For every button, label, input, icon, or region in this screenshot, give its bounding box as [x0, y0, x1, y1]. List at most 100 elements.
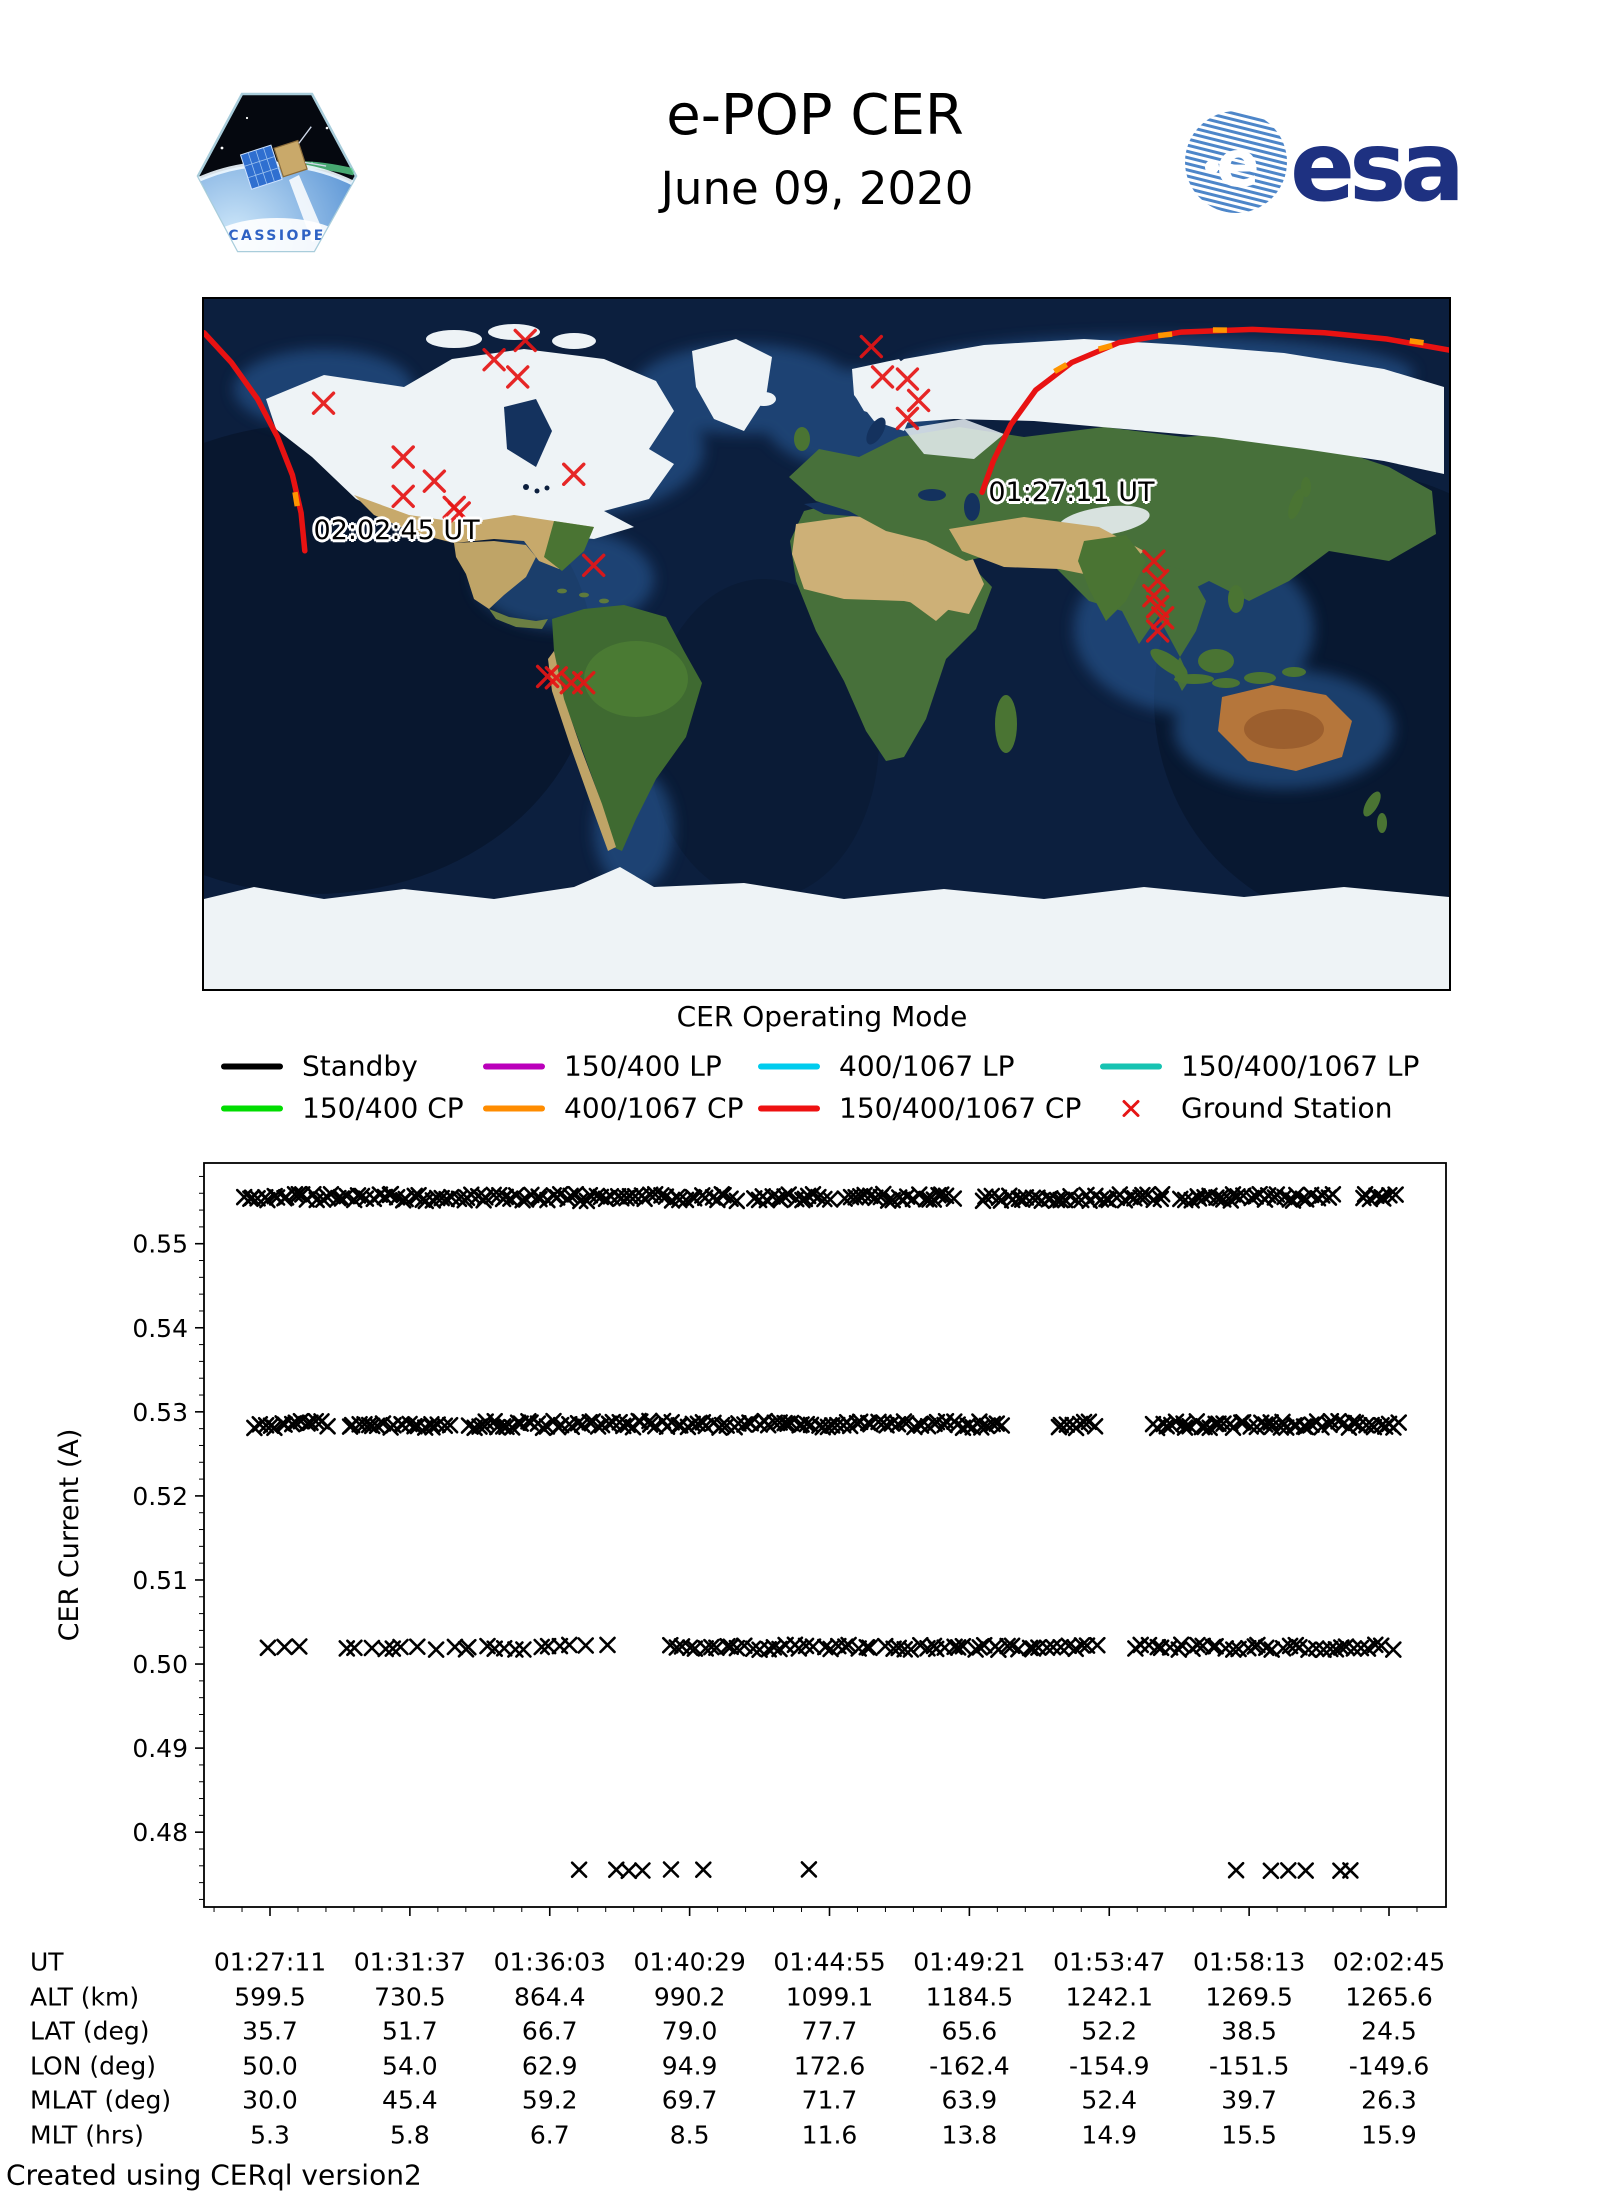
world-basemap — [204, 299, 1449, 989]
table-row-header: LAT (deg) — [30, 2016, 150, 2046]
esa-globe-letter: e — [1216, 128, 1259, 202]
legend-entry-label: Ground Station — [1181, 1091, 1393, 1125]
table-cell: 63.9 — [941, 2085, 998, 2115]
ground-station-marker — [1145, 595, 1170, 619]
cer-current-chart: 0.55 0.54 0.53 0.52 0.51 0.50 0.49 0.48 CER Curr… — [54, 1162, 1447, 1916]
legend-line-swatch — [221, 1105, 283, 1111]
table-cell: 38.5 — [1221, 2016, 1277, 2046]
world-map: 01:27:11 UT 02:02:45 UT — [202, 297, 1451, 991]
table-cell: 5.3 — [250, 2120, 290, 2150]
ground-station-marker — [447, 501, 471, 525]
ground-station-marker — [311, 391, 336, 415]
y-tick-label: 0.49 — [132, 1734, 188, 1763]
legend-entry-standby: Standby — [221, 1050, 418, 1083]
y-tick-label: 0.48 — [132, 1818, 188, 1847]
table-cell: -162.4 — [929, 2051, 1010, 2081]
table-cell: 50.0 — [242, 2051, 298, 2081]
table-cell: 5.8 — [389, 2120, 430, 2150]
table-cell: 01:36:03 — [493, 1947, 606, 1977]
table-cell: 30.0 — [242, 2085, 298, 2115]
table-cell: 1099.1 — [785, 1982, 874, 2012]
table-cell: 66.7 — [521, 2016, 578, 2046]
table-cell: 26.3 — [1361, 2085, 1417, 2115]
table-cell: 864.4 — [513, 1982, 586, 2012]
table-cell: 730.5 — [374, 1982, 446, 2012]
y-tick-label: 0.52 — [132, 1482, 188, 1511]
y-tick-label: 0.51 — [132, 1566, 188, 1595]
plot-frame — [203, 1162, 1447, 1908]
ground-station-marker — [906, 388, 931, 413]
mode-change-dash — [1097, 342, 1113, 352]
legend-entry-150-400-lp: 150/400 LP — [483, 1050, 722, 1083]
table-cell: 8.5 — [669, 2120, 710, 2150]
y-tick-label: 0.54 — [132, 1314, 188, 1343]
ground-station-marker — [562, 462, 586, 486]
table-row-header: MLAT (deg) — [30, 2085, 172, 2115]
table-cell: 77.7 — [801, 2016, 858, 2046]
esa-logo: e esa — [1185, 111, 1465, 223]
table-cell: 15.9 — [1361, 2120, 1417, 2150]
ground-station-marker — [859, 334, 884, 359]
table-cell: -151.5 — [1208, 2051, 1290, 2081]
mode-change-dash — [1409, 338, 1424, 346]
table-cell: 65.6 — [941, 2016, 998, 2046]
y-axis-label: CER Current (A) — [54, 1429, 85, 1642]
table-cell: 1265.6 — [1345, 1982, 1433, 2012]
table-cell: 172.6 — [793, 2051, 866, 2081]
table-row-header: ALT (km) — [30, 1982, 140, 2012]
ground-station-marker — [870, 365, 895, 389]
legend-line-swatch — [483, 1063, 545, 1069]
page-date: June 09, 2020 — [660, 162, 974, 215]
table-cell: 13.8 — [941, 2120, 998, 2150]
table-cell: 52.4 — [1081, 2085, 1138, 2115]
table-cell: 52.2 — [1081, 2016, 1138, 2046]
patch-label: CASSIOPE — [228, 228, 326, 244]
table-cell: 94.9 — [661, 2051, 718, 2081]
ground-station-marker — [572, 670, 596, 695]
ground-station-marker — [506, 365, 530, 389]
table-cell: 02:02:45 — [1332, 1947, 1446, 1977]
legend-line-swatch — [758, 1063, 820, 1069]
cassiope-mission-patch: CASSIOPE — [196, 92, 358, 253]
table-cell: 14.9 — [1081, 2120, 1138, 2150]
ground-station-marker — [422, 469, 447, 493]
table-cell: 6.7 — [529, 2120, 570, 2150]
table-cell: 45.4 — [382, 2085, 438, 2115]
table-cell: -149.6 — [1348, 2051, 1430, 2081]
y-tick-label: 0.53 — [132, 1398, 188, 1427]
table-cell: -154.9 — [1068, 2051, 1150, 2081]
legend-line-swatch — [758, 1105, 820, 1111]
table-cell: 01:40:29 — [633, 1947, 746, 1977]
table-cell: 01:58:13 — [1192, 1947, 1306, 1977]
ground-track — [204, 330, 308, 554]
ground-station-marker — [1145, 619, 1170, 643]
table-cell: 1242.1 — [1065, 1982, 1153, 2012]
table-row-header: MLT (hrs) — [30, 2120, 144, 2150]
ground-station-layer — [311, 328, 1175, 695]
ground-station-marker — [482, 348, 506, 372]
track-time-annotation: 01:27:11 UT — [988, 476, 1155, 508]
table-cell: 01:27:11 — [213, 1947, 327, 1977]
legend-entry-150-400-1067-cp: 150/400/1067 CP — [758, 1092, 1081, 1125]
legend-entry-label: 150/400/1067 LP — [1181, 1049, 1420, 1083]
table-row-header: UT — [30, 1947, 64, 1977]
legend-line-swatch — [221, 1063, 283, 1069]
mode-change-dash — [1053, 362, 1069, 374]
mode-legend: CER Operating Mode Standby 150/400 CP 150/… — [221, 1000, 1420, 1125]
legend-entry-label: 150/400 LP — [564, 1049, 722, 1083]
esa-wordmark: esa — [1290, 111, 1459, 223]
esa-globe — [1185, 111, 1287, 213]
table-cell: 62.9 — [521, 2051, 578, 2081]
legend-entry-label: 400/1067 CP — [564, 1091, 744, 1125]
ground-track — [979, 326, 1449, 495]
ground-station-marker — [544, 666, 569, 690]
legend-entry-label: 400/1067 LP — [839, 1049, 1015, 1083]
table-cell: 15.5 — [1221, 2120, 1277, 2150]
ground-station-marker — [1150, 606, 1175, 630]
legend-entry-label: 150/400 CP — [302, 1091, 464, 1125]
table-cell: 35.7 — [242, 2016, 298, 2046]
ground-station-marker — [391, 484, 415, 509]
ground-track-layer — [204, 326, 1449, 554]
